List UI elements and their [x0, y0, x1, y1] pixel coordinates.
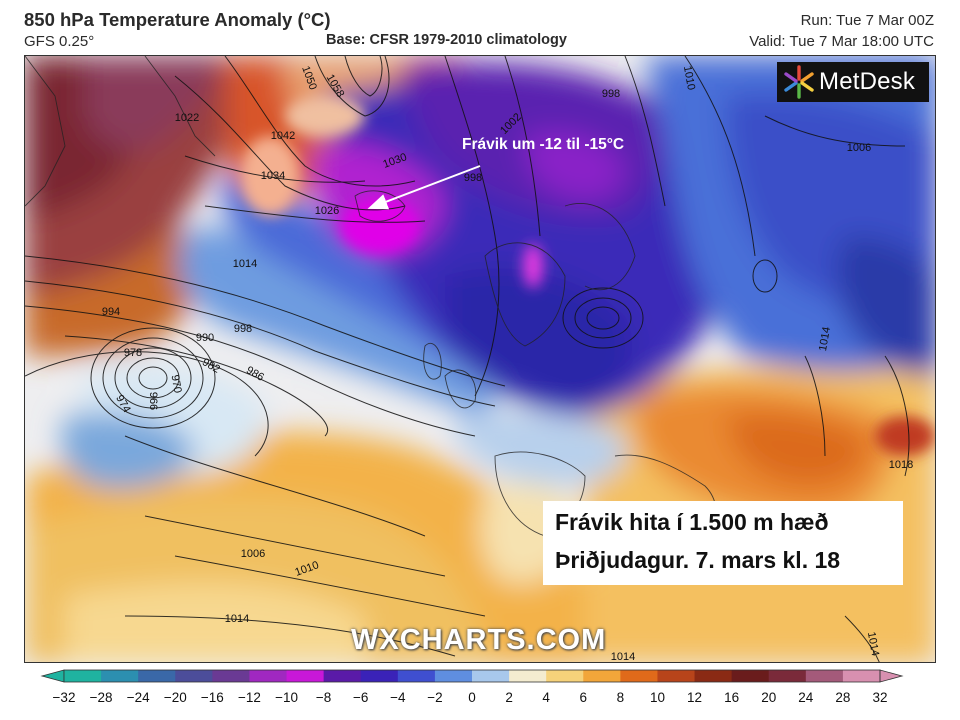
scale-swatch	[842, 670, 881, 682]
caption-box: Frávik hita í 1.500 m hæð Þriðjudagur. 7…	[543, 501, 903, 585]
scale-tick-label: 8	[616, 690, 625, 705]
scale-tick-label: −32	[52, 690, 76, 705]
scale-swatch	[360, 670, 399, 682]
scale-tick-label: −10	[275, 690, 298, 705]
color-scale-bar	[40, 669, 904, 683]
isobar-label: 1026	[314, 205, 340, 217]
scale-swatch	[175, 670, 213, 682]
run-time-label: Run: Tue 7 Mar 00Z	[800, 12, 934, 29]
isobar-label: 1018	[888, 459, 914, 471]
anomaly-fill	[25, 56, 935, 662]
scale-tick-label: −20	[163, 690, 187, 705]
isobar-label: 1034	[260, 170, 286, 182]
scale-swatch	[546, 670, 584, 682]
caption-line-1: Frávik hita í 1.500 m hæð	[555, 509, 829, 535]
scale-swatch	[694, 670, 733, 682]
annotation-arrow	[367, 165, 481, 210]
scale-tick-label: −4	[390, 690, 406, 705]
scale-tick-label: 24	[798, 690, 814, 705]
valid-time-label: Valid: Tue 7 Mar 18:00 UTC	[749, 33, 934, 50]
isobar-lines	[25, 56, 910, 662]
scale-tick-label: 6	[579, 690, 588, 705]
scale-swatch	[434, 670, 473, 682]
scale-swatch	[249, 670, 288, 682]
scale-swatch	[805, 670, 844, 682]
scale-tick-label: 0	[468, 690, 476, 705]
isobar-label: 998	[463, 172, 483, 184]
scale-swatch	[620, 670, 658, 682]
scale-swatch	[101, 670, 139, 682]
scale-tick-label: 32	[872, 690, 888, 705]
isobar-label: 978	[123, 347, 143, 359]
color-scale-legend: −32 −28 −24 −20 −16 −12 −10 −8 −6 −4 −2 0 2 4 6 8 10 12 16…	[0, 664, 960, 720]
scale-swatch	[731, 670, 770, 682]
scale-swatch	[286, 670, 325, 682]
scale-tick-label: −12	[238, 690, 261, 705]
scale-tick-label: −6	[353, 690, 369, 705]
scale-tick-label: −24	[126, 690, 150, 705]
scale-tick-label: 4	[542, 690, 550, 705]
climatology-base-label: Base: CFSR 1979-2010 climatology	[326, 32, 567, 48]
isobar-label: 998	[601, 88, 621, 100]
scale-tick-label: 20	[761, 690, 777, 705]
scale-tick-label: −28	[89, 690, 113, 705]
scale-swatch	[472, 670, 510, 682]
scale-swatch	[768, 670, 807, 682]
scale-max-arrow	[879, 669, 904, 683]
scale-swatch	[138, 670, 176, 682]
scale-tick-label: −2	[427, 690, 443, 705]
chart-header: 850 hPa Temperature Anomaly (°C) GFS 0.2…	[0, 0, 960, 54]
model-label: GFS 0.25°	[24, 33, 95, 50]
coastlines	[25, 56, 717, 557]
logo-text: MetDesk	[819, 68, 916, 95]
scale-swatch	[509, 670, 547, 682]
scale-swatch	[583, 670, 621, 682]
isobar-label: 1006	[240, 548, 266, 560]
anomaly-detail	[240, 96, 935, 456]
scale-swatch	[397, 670, 436, 682]
scale-tick-label: 12	[687, 690, 703, 705]
scale-tick-label: 2	[505, 690, 513, 705]
isobar-label: 1022	[174, 112, 200, 124]
scale-swatch	[64, 670, 102, 682]
scale-tick-label: 16	[724, 690, 740, 705]
isobar-label: 1014	[224, 613, 250, 625]
isobar-label: 990	[195, 332, 215, 344]
anomaly-annotation: Frávik um -12 til -15°C	[462, 136, 625, 153]
isobar-label: 998	[233, 323, 253, 335]
isobar-label: 966	[147, 391, 159, 411]
metdesk-logo: MetDesk	[777, 62, 929, 102]
scale-border	[63, 669, 881, 683]
chart-title: 850 hPa Temperature Anomaly (°C)	[24, 9, 331, 30]
scale-tick-label: −16	[200, 690, 224, 705]
weather-map: 1050 1058 1042 1034 1026 1022 1030 1014 …	[24, 55, 936, 663]
scale-tick-label: −8	[315, 690, 332, 705]
caption-line-2: Þriðjudagur. 7. mars kl. 18	[555, 547, 841, 573]
anomaly-map-graphic	[25, 56, 935, 662]
isobar-label: 994	[101, 306, 121, 318]
scale-swatch	[323, 670, 362, 682]
wxcharts-watermark: WXCHARTS.COM	[351, 624, 607, 656]
scale-tick-label: 28	[835, 690, 851, 705]
isobar-label: 1042	[270, 130, 296, 142]
isobar-label: 1014	[232, 258, 258, 270]
scale-tick-label: 10	[649, 690, 665, 705]
isobar-label: 1014	[610, 651, 636, 663]
metdesk-star-icon	[784, 65, 814, 99]
isobar-label: 1006	[846, 142, 872, 154]
scale-swatch	[657, 670, 696, 682]
scale-min-arrow	[40, 669, 65, 683]
scale-swatch	[212, 670, 250, 682]
